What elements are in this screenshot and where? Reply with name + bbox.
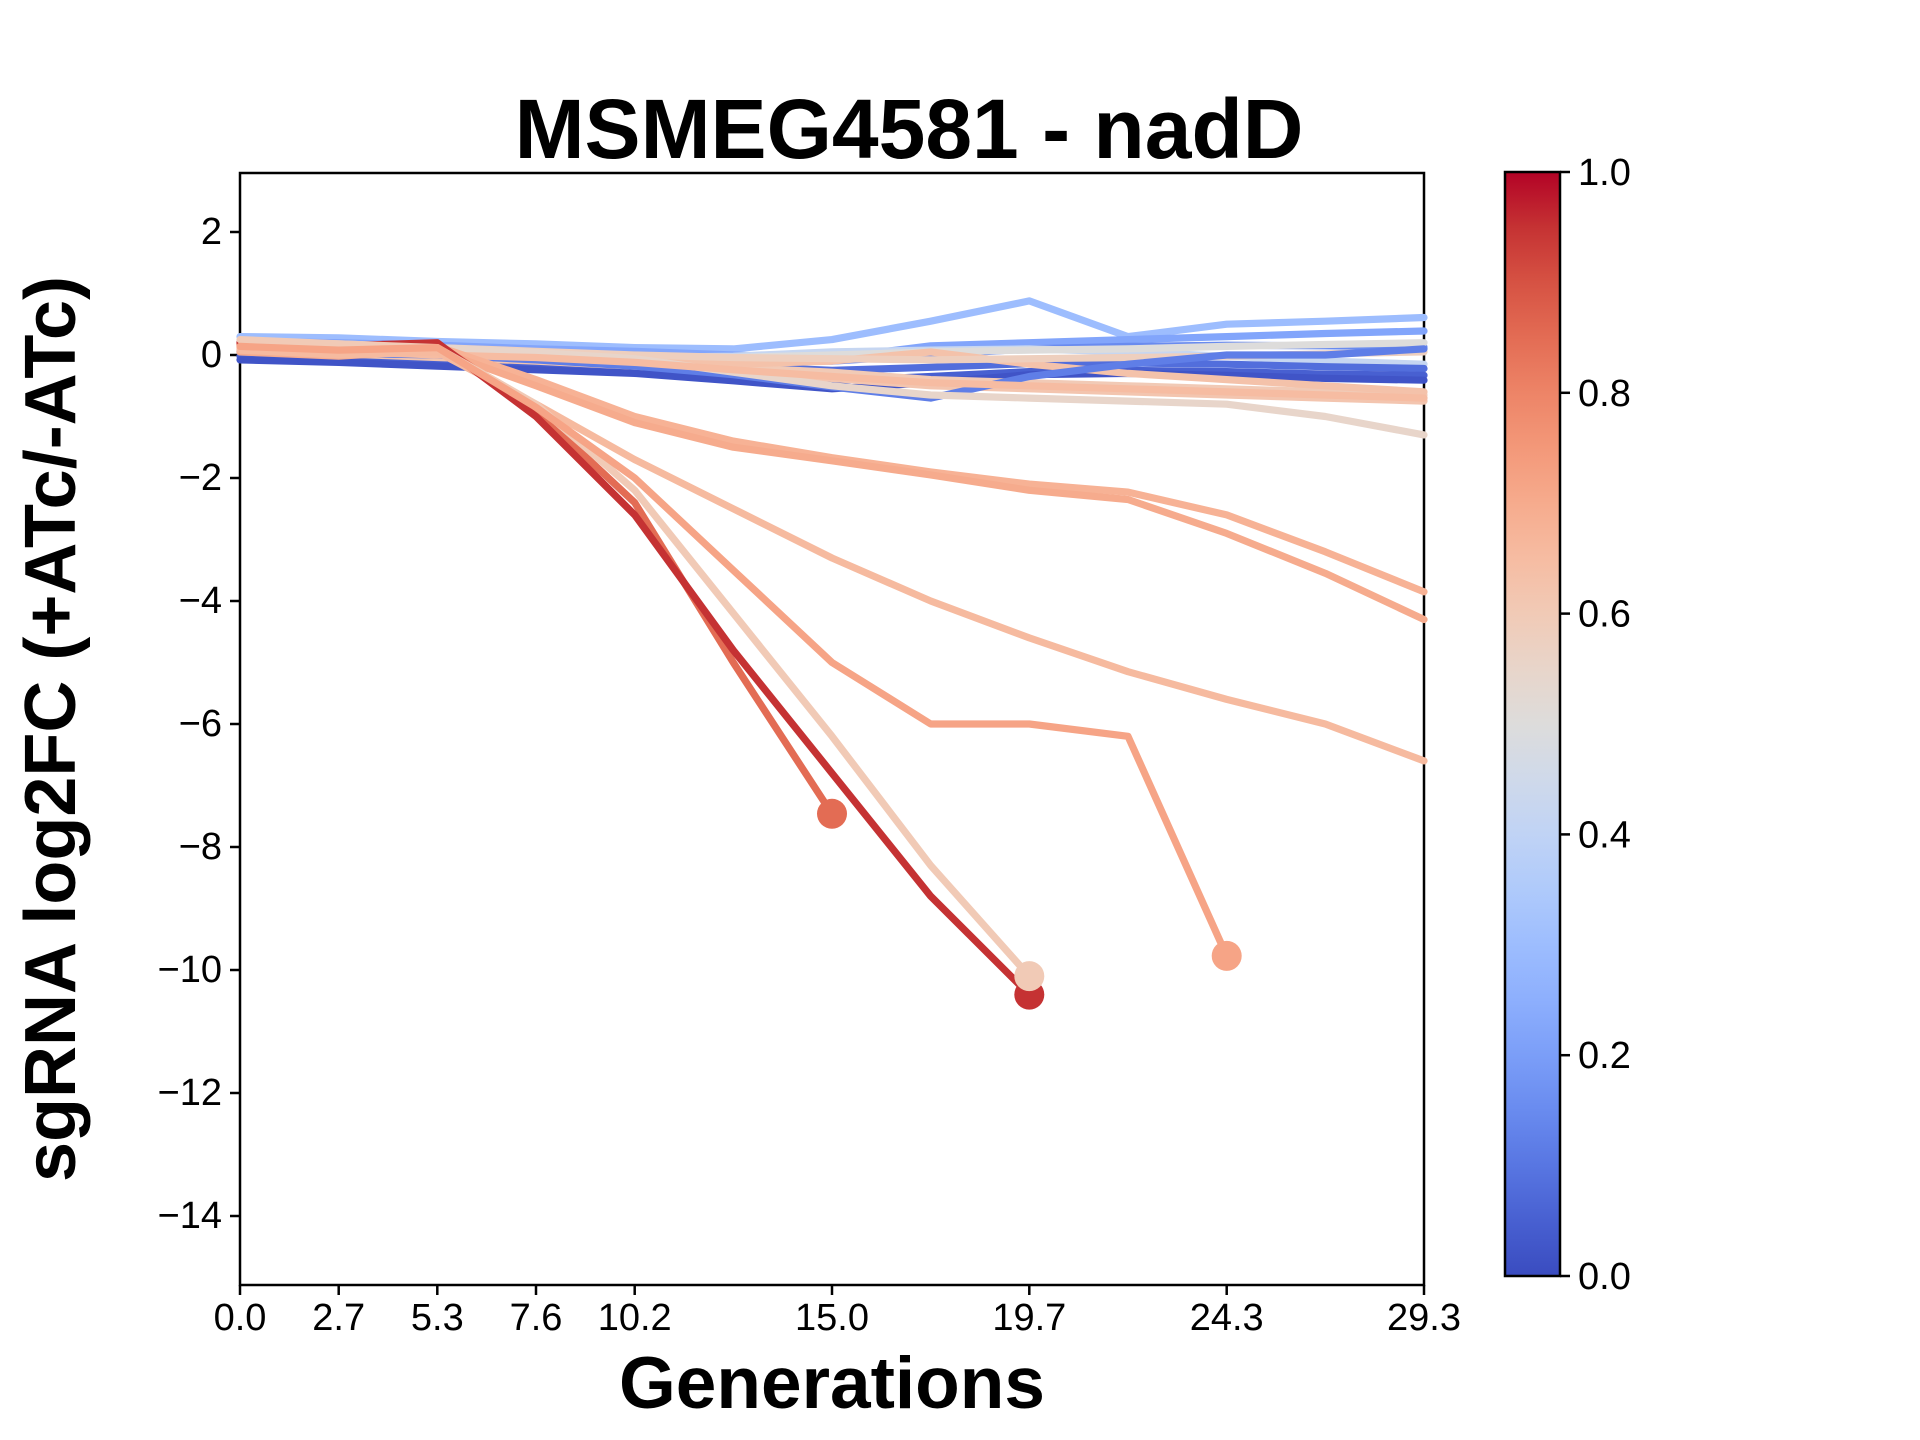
svg-text:0.0: 0.0 [214,1297,267,1339]
svg-text:−4: −4 [179,580,222,622]
svg-text:−2: −2 [179,457,222,499]
svg-text:0.6: 0.6 [1578,594,1631,636]
svg-text:2.7: 2.7 [312,1297,365,1339]
svg-text:7.6: 7.6 [510,1297,563,1339]
svg-text:24.3: 24.3 [1190,1297,1264,1339]
svg-text:−6: −6 [179,703,222,745]
svg-text:2: 2 [201,211,222,253]
svg-text:−10: −10 [158,949,222,991]
svg-text:10.2: 10.2 [598,1297,672,1339]
svg-text:1.0: 1.0 [1578,152,1631,194]
svg-text:15.0: 15.0 [795,1297,869,1339]
svg-text:Generations: Generations [619,1343,1045,1424]
svg-text:0.0: 0.0 [1578,1256,1631,1298]
svg-text:−14: −14 [158,1195,222,1237]
svg-text:5.3: 5.3 [411,1297,464,1339]
svg-text:0.4: 0.4 [1578,814,1631,856]
svg-text:0: 0 [201,334,222,376]
svg-text:19.7: 19.7 [992,1297,1066,1339]
svg-text:0.2: 0.2 [1578,1035,1631,1077]
svg-text:sgRNA log2FC (+ATc/-ATc): sgRNA log2FC (+ATc/-ATc) [11,276,91,1182]
svg-text:29.3: 29.3 [1387,1297,1461,1339]
svg-text:−8: −8 [179,826,222,868]
svg-text:0.8: 0.8 [1578,373,1631,415]
svg-text:MSMEG4581 - nadD: MSMEG4581 - nadD [515,82,1304,176]
svg-text:−12: −12 [158,1072,222,1114]
